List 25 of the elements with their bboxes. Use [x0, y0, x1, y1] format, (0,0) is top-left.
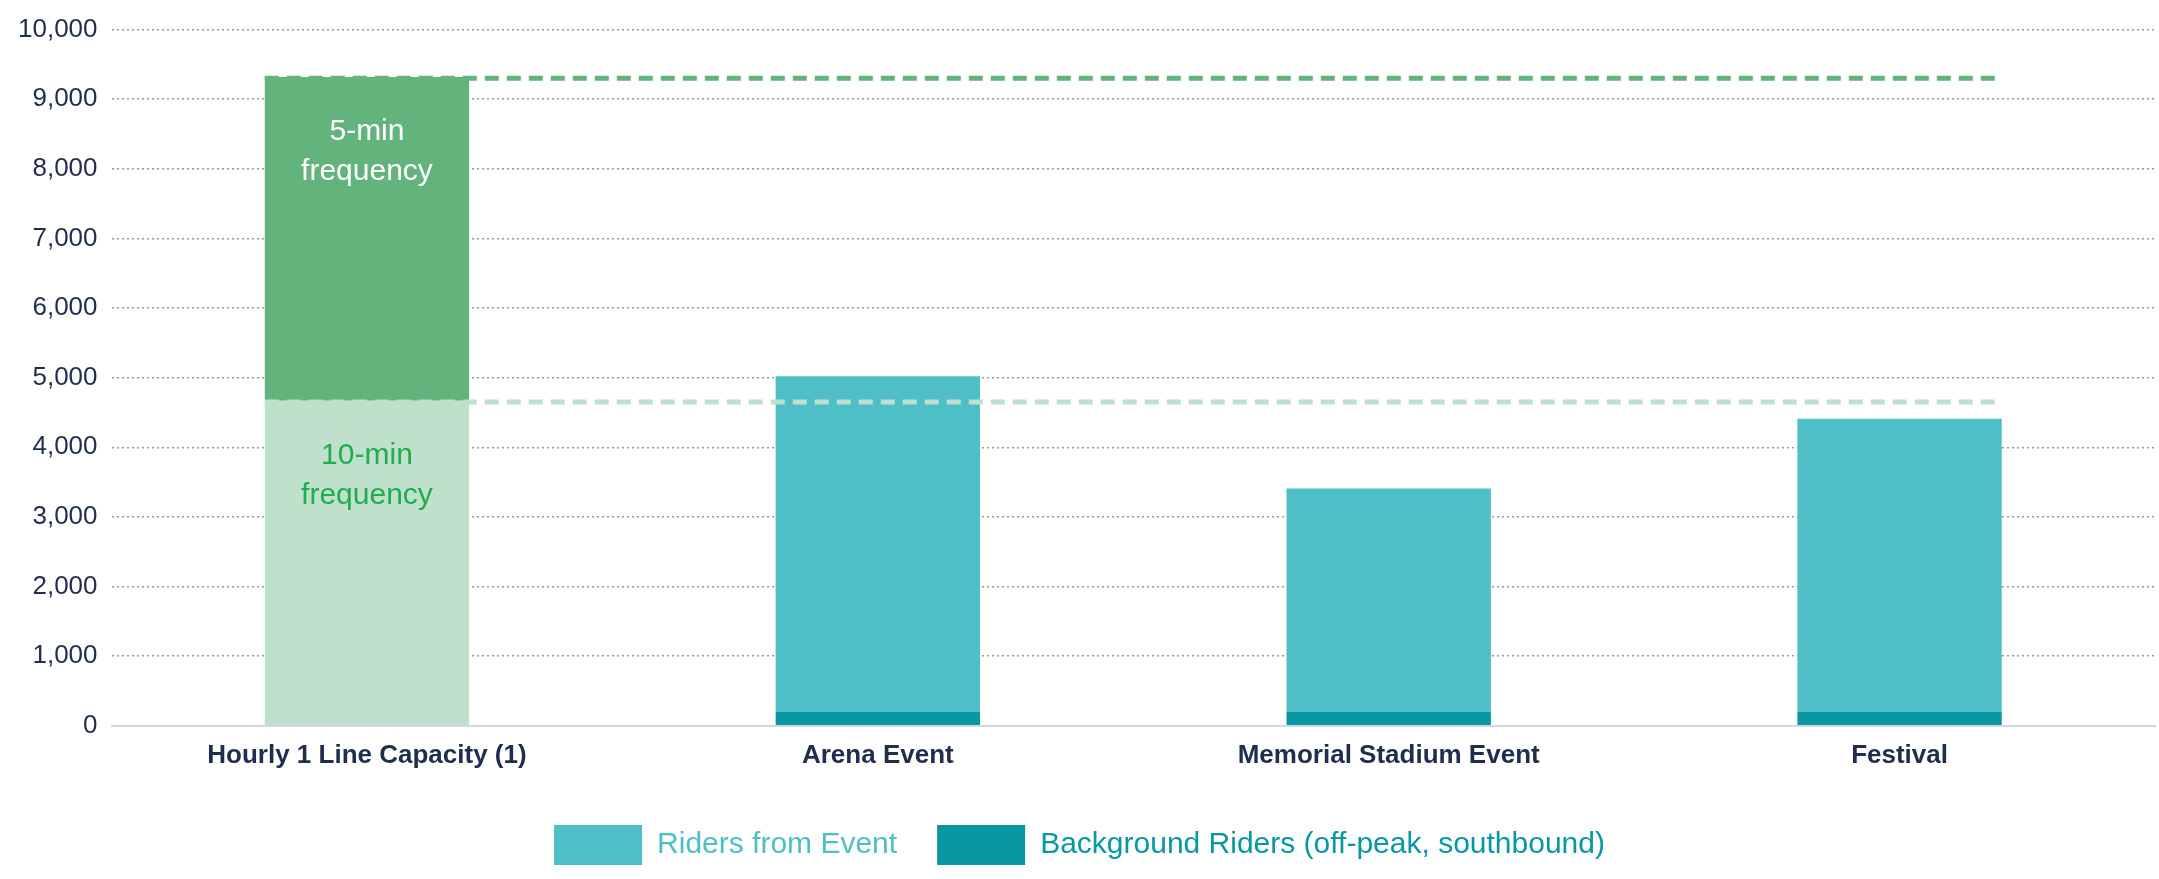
x-tick-label: Memorial Stadium Event [1237, 738, 1541, 769]
bar [775, 376, 980, 712]
y-tick-label: 9,000 [32, 82, 98, 113]
y-tick-label: 3,000 [32, 500, 98, 531]
legend-label: Riders from Event [657, 826, 898, 860]
x-tick-label: Arena Event [801, 738, 955, 769]
y-tick-label: 0 [83, 708, 98, 739]
y-tick-label: 10,000 [17, 12, 98, 43]
bar [1286, 711, 1491, 726]
y-tick-label: 7,000 [32, 221, 98, 252]
legend-label: Background Riders (off-peak, southbound) [1040, 826, 1605, 860]
bar [1286, 488, 1491, 712]
series-label: 10-min frequency [301, 436, 433, 510]
y-tick-label: 6,000 [32, 291, 98, 322]
y-tick-label: 8,000 [32, 152, 98, 183]
y-tick-label: 5,000 [32, 360, 98, 391]
bar [1797, 418, 2002, 712]
series-label: 5-min frequency [301, 113, 433, 187]
x-tick-label: Festival [1851, 738, 1948, 769]
y-tick-label: 1,000 [32, 639, 98, 670]
bar [1797, 711, 2002, 726]
y-tick-label: 4,000 [32, 430, 98, 461]
y-tick-label: 2,000 [32, 569, 98, 600]
bar [775, 711, 980, 726]
x-tick-label: Hourly 1 Line Capacity (1) [207, 738, 527, 769]
